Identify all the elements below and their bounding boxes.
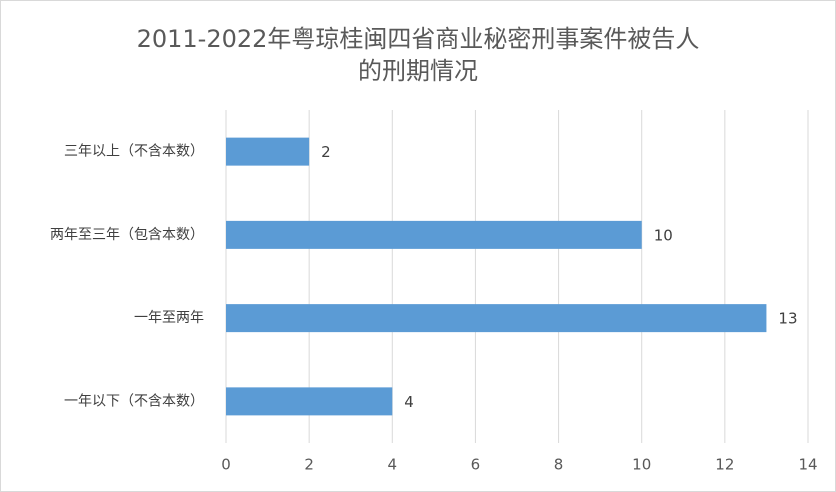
chart-title: 2011-2022年粤琼桂闽四省商业秘密刑事案件被告人 — [137, 25, 700, 53]
value-label: 4 — [404, 393, 414, 411]
x-tick-label: 2 — [304, 456, 314, 474]
value-label: 10 — [654, 226, 673, 244]
x-tick-label: 12 — [715, 456, 734, 474]
bar — [226, 137, 310, 166]
value-label: 13 — [778, 310, 797, 328]
y-tick-label: 两年至三年（包含本数） — [50, 227, 204, 243]
x-tick-label: 10 — [632, 456, 651, 474]
y-tick-label: 一年以下（不含本数） — [64, 393, 204, 409]
x-tick-label: 0 — [221, 456, 231, 474]
x-tick-label: 14 — [798, 456, 817, 474]
bar — [226, 220, 642, 249]
bar — [226, 387, 393, 416]
chart-title: 的刑期情况 — [358, 57, 478, 85]
y-tick-label: 三年以上（不含本数） — [64, 144, 204, 160]
x-tick-label: 4 — [388, 456, 398, 474]
x-tick-label: 6 — [471, 456, 481, 474]
value-label: 2 — [321, 143, 331, 161]
x-tick-label: 8 — [554, 456, 564, 474]
bar — [226, 304, 767, 333]
y-tick-label: 一年至两年 — [134, 310, 204, 326]
